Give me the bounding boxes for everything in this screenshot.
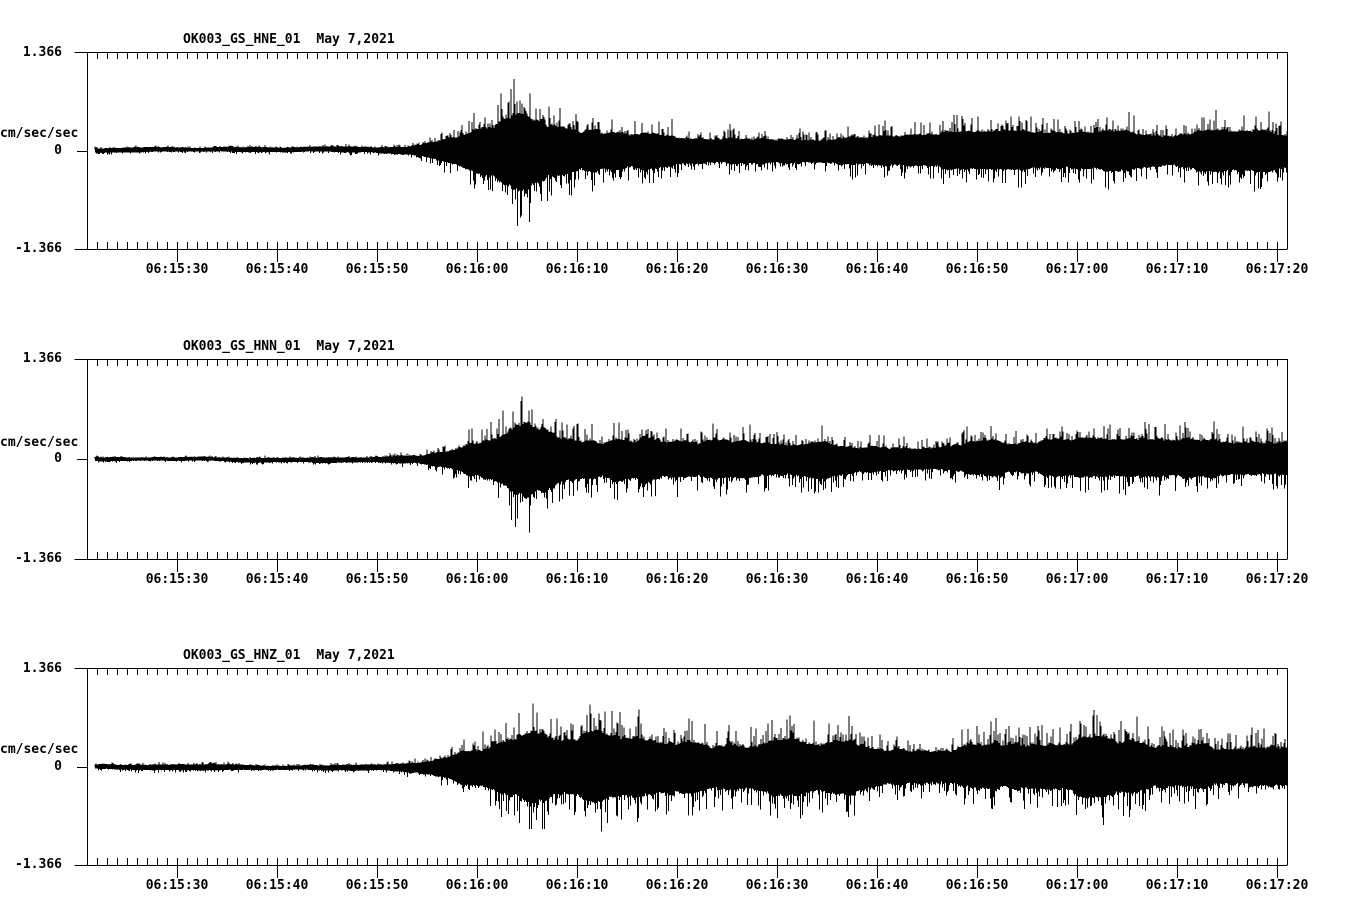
x-tick-label: 06:16:50 bbox=[945, 262, 1009, 277]
y-axis-max-label: 1.366 bbox=[22, 661, 62, 676]
x-tick-label: 06:17:10 bbox=[1145, 878, 1209, 893]
x-tick-label: 06:16:30 bbox=[745, 262, 809, 277]
x-tick-label: 06:17:10 bbox=[1145, 572, 1209, 587]
y-axis-zero-label: 0 bbox=[54, 451, 62, 466]
x-tick-label: 06:16:50 bbox=[945, 572, 1009, 587]
y-axis-zero-label: 0 bbox=[54, 143, 62, 158]
y-axis-min-label: -1.366 bbox=[15, 551, 62, 566]
x-tick-label: 06:16:40 bbox=[845, 572, 909, 587]
x-tick-label: 06:17:20 bbox=[1245, 878, 1309, 893]
waveform-trace-ok003_gs_hnn_01 bbox=[94, 396, 1288, 533]
y-axis-min-label: -1.366 bbox=[15, 857, 62, 872]
panel-title: OK003_GS_HNE_01 May 7,2021 bbox=[183, 33, 395, 47]
x-tick-label: 06:15:50 bbox=[345, 878, 409, 893]
x-tick-label: 06:15:30 bbox=[145, 878, 209, 893]
x-tick-label: 06:16:30 bbox=[745, 572, 809, 587]
waveform-trace-ok003_gs_hnz_01 bbox=[94, 703, 1288, 832]
panel-title: OK003_GS_HNZ_01 May 7,2021 bbox=[183, 649, 395, 663]
x-tick-label: 06:15:30 bbox=[145, 572, 209, 587]
x-tick-label: 06:16:20 bbox=[645, 572, 709, 587]
x-tick-label: 06:16:20 bbox=[645, 878, 709, 893]
x-tick-label: 06:17:20 bbox=[1245, 262, 1309, 277]
y-axis-max-label: 1.366 bbox=[22, 351, 62, 366]
y-axis-unit-label: cm/sec/sec bbox=[0, 126, 79, 141]
x-tick-label: 06:15:30 bbox=[145, 262, 209, 277]
panel-title-date: May 7,2021 bbox=[316, 339, 395, 354]
x-tick-label: 06:17:10 bbox=[1145, 262, 1209, 277]
panel-title-date: May 7,2021 bbox=[316, 32, 395, 47]
x-tick-label: 06:16:20 bbox=[645, 262, 709, 277]
x-tick-label: 06:16:00 bbox=[445, 262, 509, 277]
x-tick-label: 06:16:00 bbox=[445, 878, 509, 893]
x-tick-label: 06:16:30 bbox=[745, 878, 809, 893]
x-tick-label: 06:17:20 bbox=[1245, 572, 1309, 587]
panel-title-date: May 7,2021 bbox=[316, 648, 395, 663]
x-tick-label: 06:15:50 bbox=[345, 262, 409, 277]
x-tick-label: 06:17:00 bbox=[1045, 878, 1109, 893]
y-axis-zero-label: 0 bbox=[54, 759, 62, 774]
x-tick-label: 06:16:10 bbox=[545, 572, 609, 587]
x-tick-label: 06:17:00 bbox=[1045, 572, 1109, 587]
x-tick-label: 06:15:50 bbox=[345, 572, 409, 587]
waveform-trace-ok003_gs_hne_01 bbox=[94, 79, 1288, 226]
x-tick-label: 06:15:40 bbox=[245, 878, 309, 893]
x-tick-label: 06:16:00 bbox=[445, 572, 509, 587]
x-tick-label: 06:16:40 bbox=[845, 262, 909, 277]
panel-title-id: OK003_GS_HNE_01 bbox=[183, 32, 301, 47]
x-tick-label: 06:16:10 bbox=[545, 262, 609, 277]
y-axis-min-label: -1.366 bbox=[15, 241, 62, 256]
x-tick-label: 06:16:50 bbox=[945, 878, 1009, 893]
panel-title-id: OK003_GS_HNN_01 bbox=[183, 339, 301, 354]
panel-title-id: OK003_GS_HNZ_01 bbox=[183, 648, 301, 663]
panel-title: OK003_GS_HNN_01 May 7,2021 bbox=[183, 340, 395, 354]
x-tick-label: 06:17:00 bbox=[1045, 262, 1109, 277]
y-axis-unit-label: cm/sec/sec bbox=[0, 435, 79, 450]
y-axis-max-label: 1.366 bbox=[22, 45, 62, 60]
y-axis-unit-label: cm/sec/sec bbox=[0, 742, 79, 757]
x-tick-label: 06:16:10 bbox=[545, 878, 609, 893]
x-tick-label: 06:16:40 bbox=[845, 878, 909, 893]
x-tick-label: 06:15:40 bbox=[245, 572, 309, 587]
x-tick-label: 06:15:40 bbox=[245, 262, 309, 277]
